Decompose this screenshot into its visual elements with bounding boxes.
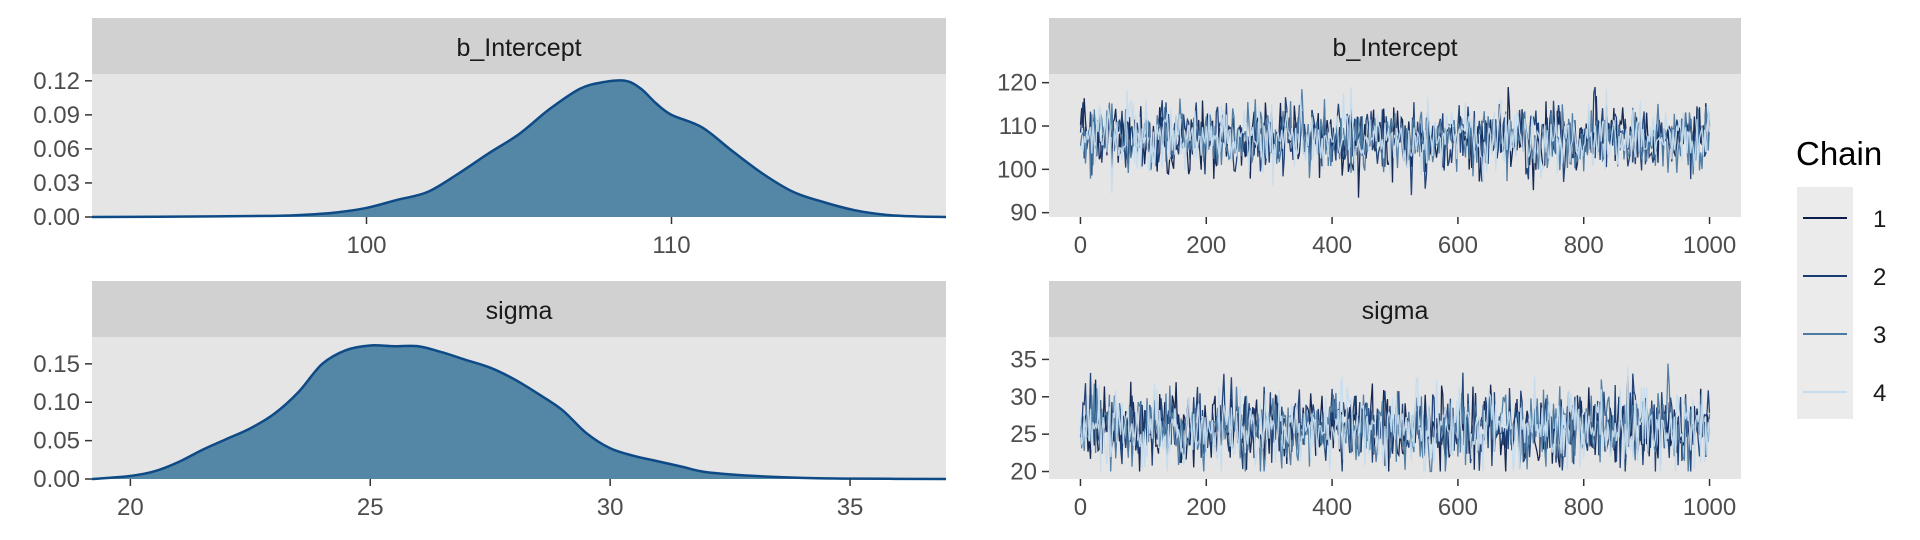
x-axis: 20 25 30 35 [117, 479, 863, 521]
density-panel-b-intercept: b_Intercept 0.00 0.03 0.06 0.09 0.12 100 110 [33, 18, 947, 259]
y-axis: 0.00 0.05 0.10 0.15 [33, 351, 92, 493]
x-tick-label: 25 [357, 494, 384, 521]
legend-label-chain-4: 4 [1873, 380, 1886, 407]
legend-label-chain-2: 2 [1873, 264, 1886, 291]
y-axis: 0.00 0.03 0.06 0.09 0.12 [33, 68, 92, 231]
density-area [92, 345, 946, 479]
x-tick-label: 110 [652, 232, 690, 259]
x-axis: 100 110 [346, 217, 691, 259]
legend-label-chain-1: 1 [1873, 206, 1886, 233]
y-axis: 20 25 30 35 [1010, 346, 1049, 486]
strip-title: sigma [486, 297, 553, 325]
y-axis: 90 100 110 120 [997, 70, 1049, 227]
legend-items: 1 2 3 4 [1803, 206, 1886, 407]
density-marks [91, 79, 947, 219]
x-tick-label: 1000 [1683, 494, 1736, 521]
x-tick-label: 1000 [1683, 232, 1736, 259]
x-tick-label: 35 [837, 494, 864, 521]
trace-panel-sigma: sigma 20 25 30 35 0 200 400 600 800 1000 [1010, 281, 1741, 521]
x-tick-label: 0 [1074, 232, 1087, 259]
x-tick-label: 400 [1312, 232, 1352, 259]
y-tick-label: 0.15 [33, 351, 80, 378]
legend-title: Chain [1796, 135, 1882, 172]
y-tick-label: 0.00 [33, 466, 80, 493]
strip-background [1049, 18, 1741, 74]
legend-label-chain-3: 3 [1873, 322, 1886, 349]
y-tick-label: 20 [1010, 459, 1037, 486]
strip-background [92, 18, 946, 74]
trace-line-chain-4 [1079, 366, 1711, 474]
density-panel-sigma: sigma 0.00 0.05 0.10 0.15 20 25 30 35 [33, 281, 947, 521]
density-line [91, 79, 947, 219]
y-tick-label: 100 [997, 156, 1037, 183]
trace-line-chain-4 [1079, 86, 1711, 194]
strip-background [92, 281, 946, 337]
trace-marks [1079, 363, 1711, 474]
x-tick-label: 600 [1438, 494, 1478, 521]
density-area [92, 80, 946, 217]
x-tick-label: 0 [1074, 494, 1087, 521]
y-tick-label: 110 [999, 113, 1037, 140]
x-tick-label: 100 [346, 232, 386, 259]
y-tick-label: 30 [1010, 384, 1037, 411]
x-axis: 0 200 400 600 800 1000 [1074, 479, 1736, 521]
legend-key-background [1797, 187, 1853, 419]
y-tick-label: 25 [1010, 421, 1037, 448]
x-tick-label: 200 [1186, 494, 1226, 521]
y-tick-label: 0.12 [33, 68, 80, 95]
strip-title: sigma [1362, 297, 1429, 325]
x-tick-label: 800 [1564, 494, 1604, 521]
strip-title: b_Intercept [1332, 34, 1457, 62]
y-tick-label: 90 [1010, 200, 1037, 227]
x-axis: 0 200 400 600 800 1000 [1074, 217, 1736, 259]
y-tick-label: 0.06 [33, 136, 80, 163]
density-line [91, 344, 947, 481]
y-tick-label: 0.05 [33, 428, 80, 455]
y-tick-label: 0.03 [33, 170, 80, 197]
trace-marks [1079, 86, 1711, 198]
x-tick-label: 200 [1186, 232, 1226, 259]
trace-panel-b-intercept: b_Intercept 90 100 110 120 0 200 400 600 800 100… [997, 18, 1741, 259]
chain-legend: Chain 1 2 3 4 [1796, 135, 1886, 419]
y-tick-label: 35 [1010, 346, 1037, 373]
x-tick-label: 20 [117, 494, 144, 521]
y-tick-label: 0.09 [33, 102, 80, 129]
strip-background [1049, 281, 1741, 337]
strip-title: b_Intercept [456, 34, 581, 62]
y-tick-label: 120 [997, 70, 1037, 97]
y-tick-label: 0.00 [33, 204, 80, 231]
x-tick-label: 800 [1564, 232, 1604, 259]
x-tick-label: 400 [1312, 494, 1352, 521]
x-tick-label: 30 [597, 494, 624, 521]
x-tick-label: 600 [1438, 232, 1478, 259]
y-tick-label: 0.10 [33, 389, 80, 416]
density-marks [91, 344, 947, 481]
